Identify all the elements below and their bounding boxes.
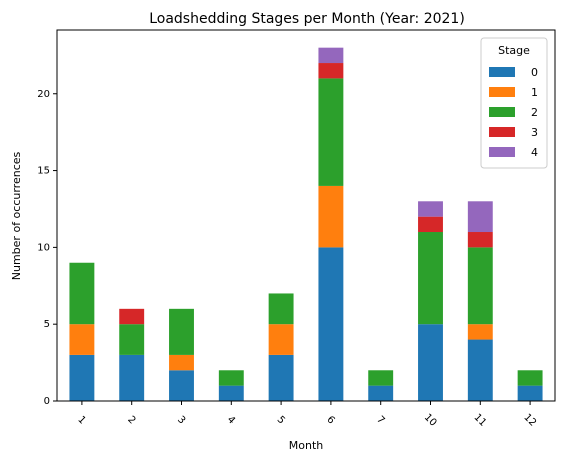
bar-month-7-stage-2 (368, 370, 394, 386)
bar-month-11-stage-4 (467, 201, 493, 233)
bar-month-6-stage-3 (318, 63, 344, 79)
legend-swatch-stage-3 (489, 127, 515, 137)
bar-month-10-stage-2 (418, 232, 443, 325)
bar-month-11-stage-0 (467, 339, 493, 401)
bar-month-12-stage-2 (517, 370, 543, 386)
x-tick-label: 6 (324, 414, 336, 426)
y-tick-label: 20 (37, 89, 50, 100)
bar-month-4-stage-2 (218, 370, 244, 386)
bar-month-1-stage-2 (69, 262, 95, 325)
bars (69, 47, 543, 401)
y-tick-label: 0 (44, 396, 50, 407)
x-axis: 1 2 3 4 5 6 7 10 11 12 (75, 401, 538, 429)
x-tick-label: 10 (422, 412, 439, 429)
bar-month-11-stage-1 (467, 324, 493, 340)
y-tick-label: 15 (37, 166, 50, 177)
legend-title: Stage (498, 44, 530, 57)
legend-swatch-stage-1 (489, 87, 515, 97)
bar-month-2-stage-0 (119, 354, 145, 401)
legend-label-stage-4: 4 (531, 146, 538, 159)
bar-month-6-stage-0 (318, 247, 344, 401)
legend-label-stage-1: 1 (531, 86, 538, 99)
y-tick-label: 5 (44, 319, 50, 330)
bar-month-6-stage-2 (318, 78, 344, 186)
x-tick-label: 7 (374, 414, 386, 426)
bar-month-12-stage-0 (517, 385, 543, 401)
plot-frame (56, 29, 556, 402)
bar-month-6-stage-4 (318, 47, 344, 64)
bar-month-3-stage-0 (169, 370, 194, 401)
x-tick-label: 4 (225, 414, 237, 426)
bar-month-10-stage-3 (418, 216, 443, 233)
bar-month-3-stage-1 (169, 354, 194, 371)
bar-month-7-stage-0 (368, 385, 394, 401)
x-tick-label: 11 (472, 412, 489, 429)
x-tick-label: 2 (125, 414, 137, 426)
bar-month-11-stage-2 (467, 247, 493, 325)
x-tick-label: 1 (75, 414, 87, 426)
bar-month-11-stage-3 (467, 232, 493, 248)
x-tick-label: 12 (521, 412, 538, 429)
x-axis-label: Month (289, 439, 324, 452)
bar-month-4-stage-0 (218, 385, 244, 401)
legend-label-stage-2: 2 (531, 106, 538, 119)
bar-month-2-stage-3 (119, 308, 145, 325)
bar-month-3-stage-2 (169, 308, 194, 355)
legend-swatch-stage-2 (489, 107, 515, 117)
legend-swatch-stage-0 (489, 67, 515, 77)
y-axis: 0 5 10 15 20 (37, 89, 57, 407)
bar-month-6-stage-1 (318, 185, 344, 248)
bar-month-10-stage-4 (418, 201, 443, 217)
bar-month-5-stage-1 (268, 324, 294, 355)
legend-label-stage-3: 3 (531, 126, 538, 139)
bar-month-1-stage-1 (69, 324, 95, 355)
bar-month-2-stage-2 (119, 324, 145, 355)
bar-month-5-stage-0 (268, 354, 294, 401)
bar-month-1-stage-0 (69, 354, 95, 401)
chart-title: Loadshedding Stages per Month (Year: 202… (149, 11, 465, 27)
y-axis-label: Number of occurrences (10, 151, 23, 280)
x-tick-label: 5 (275, 414, 287, 426)
bar-month-10-stage-0 (418, 324, 443, 401)
legend-swatch-stage-4 (489, 147, 515, 157)
bar-month-5-stage-2 (268, 293, 294, 325)
x-tick-label: 3 (175, 414, 187, 426)
legend-label-stage-0: 0 (531, 66, 538, 79)
y-tick-label: 10 (37, 242, 50, 253)
